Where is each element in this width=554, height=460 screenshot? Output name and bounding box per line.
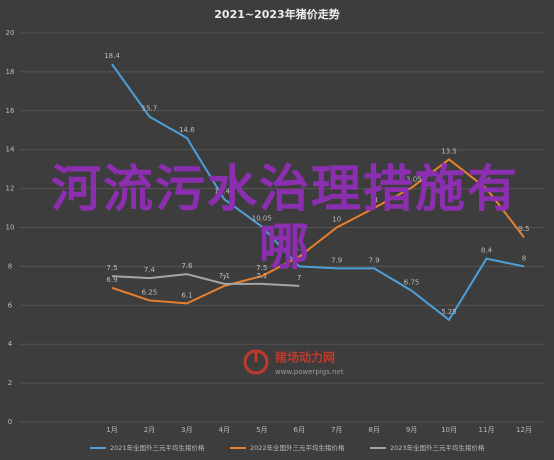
watermark-logo [243, 349, 269, 375]
data-label: 7.1 [219, 272, 230, 280]
data-label: 6.75 [404, 279, 420, 287]
data-label: 10.05 [252, 215, 272, 223]
data-label: 7.4 [144, 266, 156, 274]
series-line [111, 158, 525, 305]
data-label: 7.5 [256, 264, 267, 272]
y-tick-label: 14 [6, 146, 15, 154]
series-line [111, 63, 525, 322]
x-tick-label: 9月 [406, 426, 417, 434]
chart-title: 2021~2023年猪价走势 [214, 7, 339, 21]
x-tick-label: 7月 [331, 426, 342, 434]
legend-label: 2023年全国外三元平均生猪价格 [390, 443, 485, 452]
series-line [111, 273, 300, 287]
data-label: 15.7 [142, 105, 158, 113]
x-tick-label: 6月 [294, 426, 305, 434]
data-label: 7.5 [106, 264, 117, 272]
x-tick-label: 1月 [106, 426, 117, 434]
y-tick-label: 0 [8, 418, 12, 426]
x-tick-label: 11月 [479, 426, 495, 434]
data-label: 7.9 [369, 256, 380, 264]
y-tick-label: 6 [8, 301, 13, 309]
x-tick-label: 2月 [144, 426, 155, 434]
watermark-url: www.powerpigs.net [275, 368, 344, 376]
watermark: 猪场动力网 [274, 350, 335, 365]
data-label: 8.5 [294, 245, 305, 253]
data-label: 7.9 [331, 256, 342, 264]
y-tick-label: 12 [6, 185, 15, 193]
y-tick-label: 16 [6, 107, 15, 115]
x-tick-label: 12月 [516, 426, 532, 434]
x-tick-label: 10月 [441, 426, 457, 434]
data-label: 6.9 [106, 276, 117, 284]
y-tick-label: 10 [6, 224, 15, 232]
data-label: 7.6 [181, 262, 193, 270]
y-tick-label: 2 [8, 379, 12, 387]
data-label: 8 [297, 254, 301, 262]
data-label: 8 [522, 254, 526, 262]
data-label: 7.1 [256, 272, 267, 280]
x-tick-label: 8月 [368, 426, 379, 434]
data-label: 7 [222, 274, 226, 282]
y-tick-label: 8 [8, 262, 12, 270]
y-tick-label: 20 [6, 29, 15, 37]
y-tick-label: 18 [6, 68, 15, 76]
data-label: 13.5 [441, 147, 457, 155]
y-tick-label: 4 [8, 340, 13, 348]
data-label: 12.05 [402, 176, 422, 184]
data-label: 7 [297, 274, 301, 282]
x-tick-label: 4月 [219, 426, 230, 434]
data-label: 14.6 [179, 126, 195, 134]
data-label: 6.25 [142, 288, 158, 296]
x-tick-label: 3月 [181, 426, 192, 434]
data-label: 8.4 [481, 247, 493, 255]
x-tick-label: 5月 [256, 426, 267, 434]
data-label: 6.1 [181, 291, 192, 299]
legend-label: 2022年全国外三元平均生猪价格 [250, 443, 345, 452]
data-label: 18.4 [104, 52, 120, 60]
data-label: 9.5 [518, 225, 529, 233]
data-label: 11 [370, 196, 379, 204]
legend-label: 2021年全国外三元平均生猪价格 [110, 443, 205, 452]
overlay-text: 河流污水治理措施有哪 [51, 160, 519, 276]
data-label: 5.25 [441, 308, 457, 316]
data-label: 12 [482, 177, 491, 185]
data-label: 11.45 [214, 187, 234, 195]
data-label: 10 [332, 216, 341, 224]
